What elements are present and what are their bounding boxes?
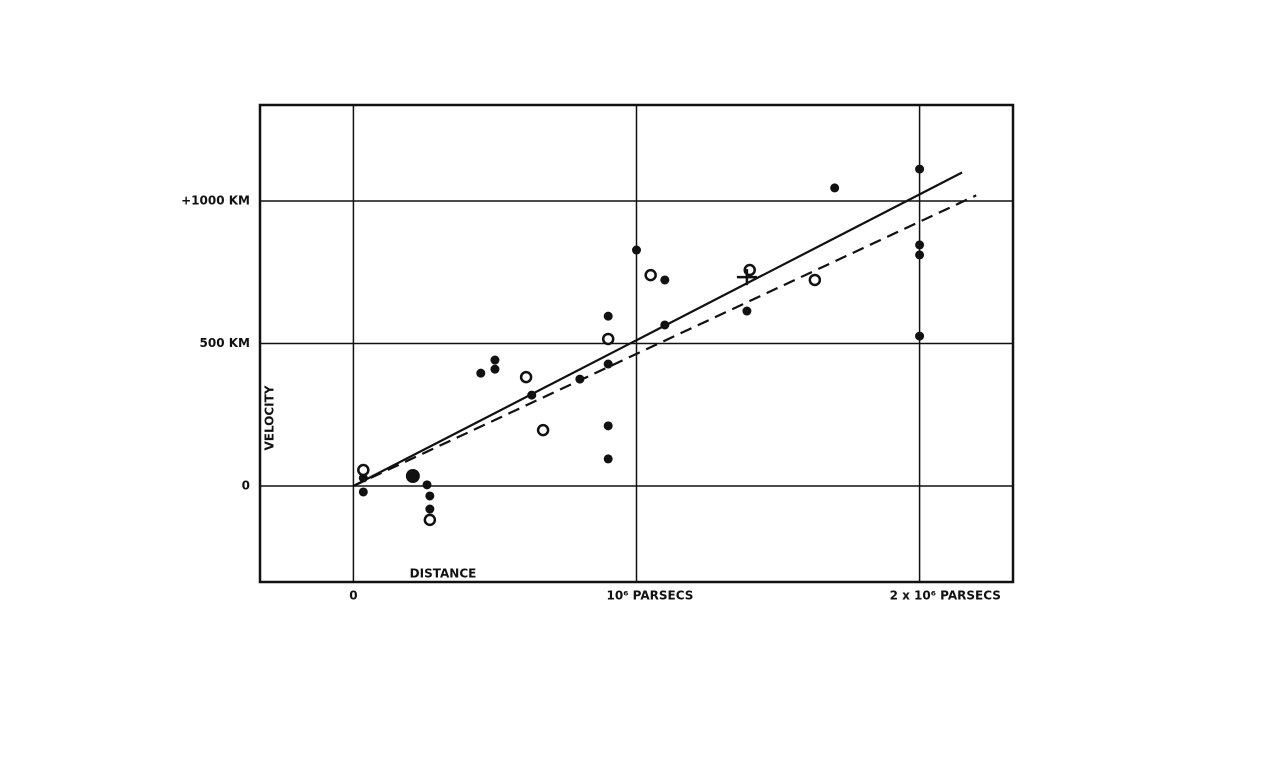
point xyxy=(357,463,370,477)
point xyxy=(603,359,613,369)
point xyxy=(603,454,613,464)
point xyxy=(490,364,500,374)
point xyxy=(742,306,752,316)
point xyxy=(660,275,670,285)
y-tick-label: +1000 KM xyxy=(181,194,250,208)
point xyxy=(603,311,613,321)
point xyxy=(660,320,670,330)
y-axis-label: VELOCITY xyxy=(263,385,277,450)
point xyxy=(536,423,550,437)
x-axis-label: DISTANCE xyxy=(410,567,477,581)
point xyxy=(915,164,925,174)
point xyxy=(808,273,822,287)
fit-line xyxy=(352,194,977,487)
x-tick-label: 0 xyxy=(349,589,357,603)
y-tick-label: 500 KM xyxy=(200,336,250,350)
point xyxy=(915,240,925,250)
point xyxy=(830,183,840,193)
point xyxy=(915,250,925,260)
point xyxy=(603,421,613,431)
point xyxy=(405,469,420,483)
point xyxy=(519,370,533,384)
point xyxy=(358,487,368,497)
point xyxy=(644,268,657,282)
point xyxy=(422,480,432,490)
point xyxy=(575,374,585,384)
point xyxy=(425,491,435,501)
x-tick-label: 10⁶ PARSECS xyxy=(607,589,694,603)
x-tick-label: 2 x 10⁶ PARSECS xyxy=(890,589,1001,603)
point xyxy=(915,331,925,341)
point xyxy=(736,269,757,286)
point xyxy=(527,390,537,400)
point xyxy=(632,245,641,255)
point xyxy=(490,355,500,365)
point xyxy=(476,368,486,378)
point xyxy=(601,332,615,346)
fit-line xyxy=(352,171,963,487)
point xyxy=(425,504,435,514)
y-tick-label: 0 xyxy=(242,478,250,492)
point xyxy=(423,513,437,527)
